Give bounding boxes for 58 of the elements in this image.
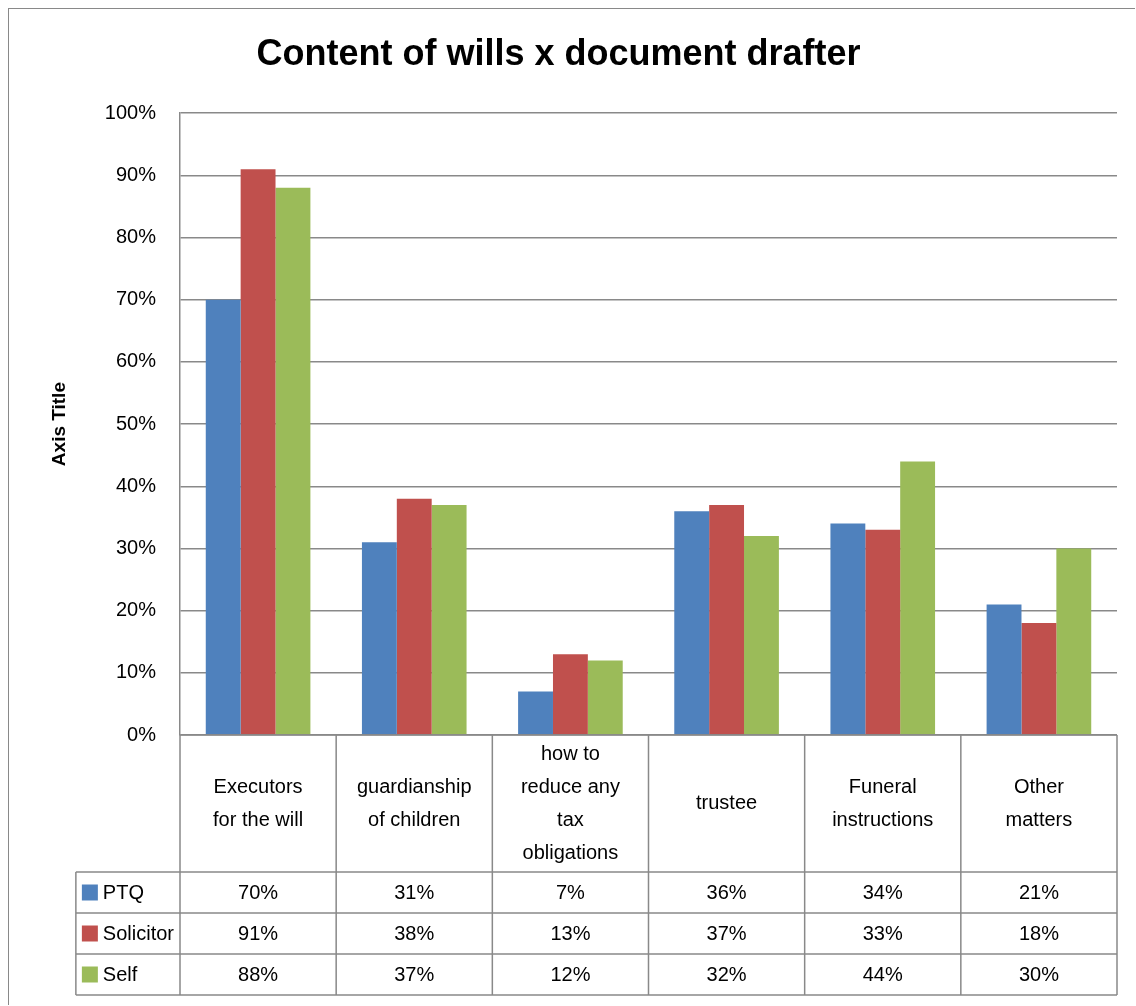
y-tick-label: 70% bbox=[115, 287, 157, 310]
legend-label: Solicitor bbox=[102, 922, 175, 945]
bar bbox=[986, 604, 1022, 735]
y-tick-label: 20% bbox=[115, 598, 157, 621]
bar bbox=[709, 504, 745, 735]
data-label: 7% bbox=[555, 881, 586, 904]
data-label: 31% bbox=[394, 881, 435, 904]
data-label: 32% bbox=[706, 963, 747, 986]
bar bbox=[900, 461, 936, 735]
y-tick-label: 0% bbox=[127, 722, 157, 745]
chart-title: Content of wills x document drafter bbox=[256, 31, 861, 73]
bar bbox=[396, 498, 432, 735]
bar bbox=[587, 660, 623, 735]
y-tick-label: 100% bbox=[104, 100, 157, 123]
y-tick-label: 30% bbox=[115, 535, 157, 558]
legend-label: PTQ bbox=[102, 881, 144, 904]
y-tick-label: 90% bbox=[115, 162, 157, 185]
bar bbox=[1021, 623, 1057, 735]
data-label: 91% bbox=[238, 922, 279, 945]
data-label: 88% bbox=[238, 963, 279, 986]
data-label: 37% bbox=[706, 922, 747, 945]
data-label: 70% bbox=[238, 881, 279, 904]
data-label: 21% bbox=[1018, 881, 1060, 904]
data-label: 34% bbox=[862, 881, 903, 904]
bar bbox=[744, 536, 779, 735]
x-tick-label: Other matters bbox=[1005, 774, 1073, 830]
bar bbox=[830, 523, 866, 735]
x-tick-label: Funeral instructions bbox=[832, 774, 934, 830]
y-tick-label: 60% bbox=[115, 349, 157, 372]
data-label: 37% bbox=[394, 963, 435, 986]
legend-label: Self bbox=[102, 963, 138, 986]
data-label: 13% bbox=[550, 922, 591, 945]
bar bbox=[1056, 548, 1092, 735]
data-label: 18% bbox=[1018, 922, 1060, 945]
bar bbox=[518, 691, 553, 735]
bar bbox=[674, 511, 710, 735]
y-tick-label: 10% bbox=[115, 660, 157, 683]
bar bbox=[205, 299, 241, 735]
x-tick-label: Executors for the will bbox=[213, 774, 304, 830]
data-label: 44% bbox=[862, 963, 903, 986]
x-tick-label: how to reduce any tax obligations bbox=[520, 741, 620, 863]
bar bbox=[431, 504, 467, 735]
bar bbox=[361, 542, 397, 735]
data-label: 30% bbox=[1018, 963, 1060, 986]
y-tick-label: 50% bbox=[115, 411, 157, 434]
data-label: 33% bbox=[862, 922, 903, 945]
bar bbox=[240, 169, 276, 735]
x-tick-label: guardianship of children bbox=[356, 774, 472, 830]
bar bbox=[552, 654, 588, 735]
bar bbox=[275, 187, 311, 735]
x-tick-label: trustee bbox=[696, 791, 758, 814]
y-tick-label: 80% bbox=[115, 225, 157, 248]
data-label: 12% bbox=[550, 963, 591, 986]
data-label: 36% bbox=[706, 881, 747, 904]
bar bbox=[865, 529, 901, 735]
y-axis-title: Axis Title bbox=[47, 382, 69, 467]
y-tick-label: 40% bbox=[115, 473, 157, 496]
data-label: 38% bbox=[394, 922, 435, 945]
